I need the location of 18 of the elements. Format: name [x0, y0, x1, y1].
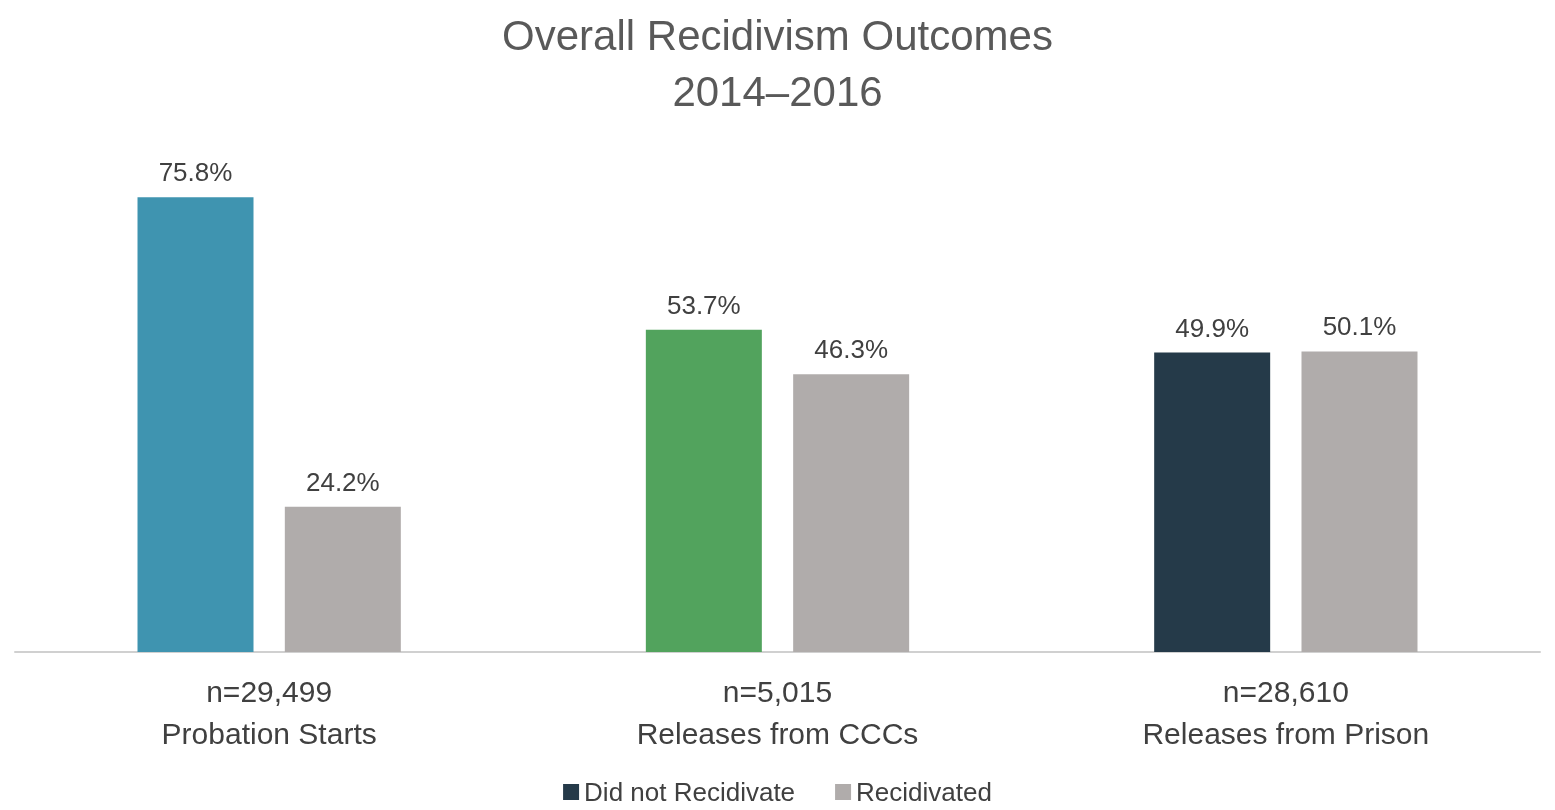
legend-label: Recidivated [856, 777, 992, 807]
data-label: 49.9% [1175, 312, 1250, 343]
bar [645, 329, 762, 652]
data-label: 75.8% [158, 157, 233, 188]
data-label: 24.2% [305, 466, 380, 497]
x-tick-label: n=29,499 Probation Starts [161, 674, 377, 750]
bar [793, 374, 910, 652]
legend-label: Did not Recidivate [584, 777, 796, 807]
bar [1154, 352, 1271, 652]
data-label: 50.1% [1322, 311, 1397, 342]
chart-title: Overall Recidivism Outcomes 2014–2016 [502, 11, 1053, 115]
x-tick-label: n=5,015 Releases from CCCs [636, 674, 919, 750]
data-label: 53.7% [666, 289, 741, 320]
x-tick-label: n=28,610 Releases from Prison [1142, 674, 1430, 750]
data-label: 46.3% [814, 334, 889, 365]
bar [1301, 351, 1418, 652]
bar [284, 506, 401, 652]
bar [137, 197, 254, 652]
